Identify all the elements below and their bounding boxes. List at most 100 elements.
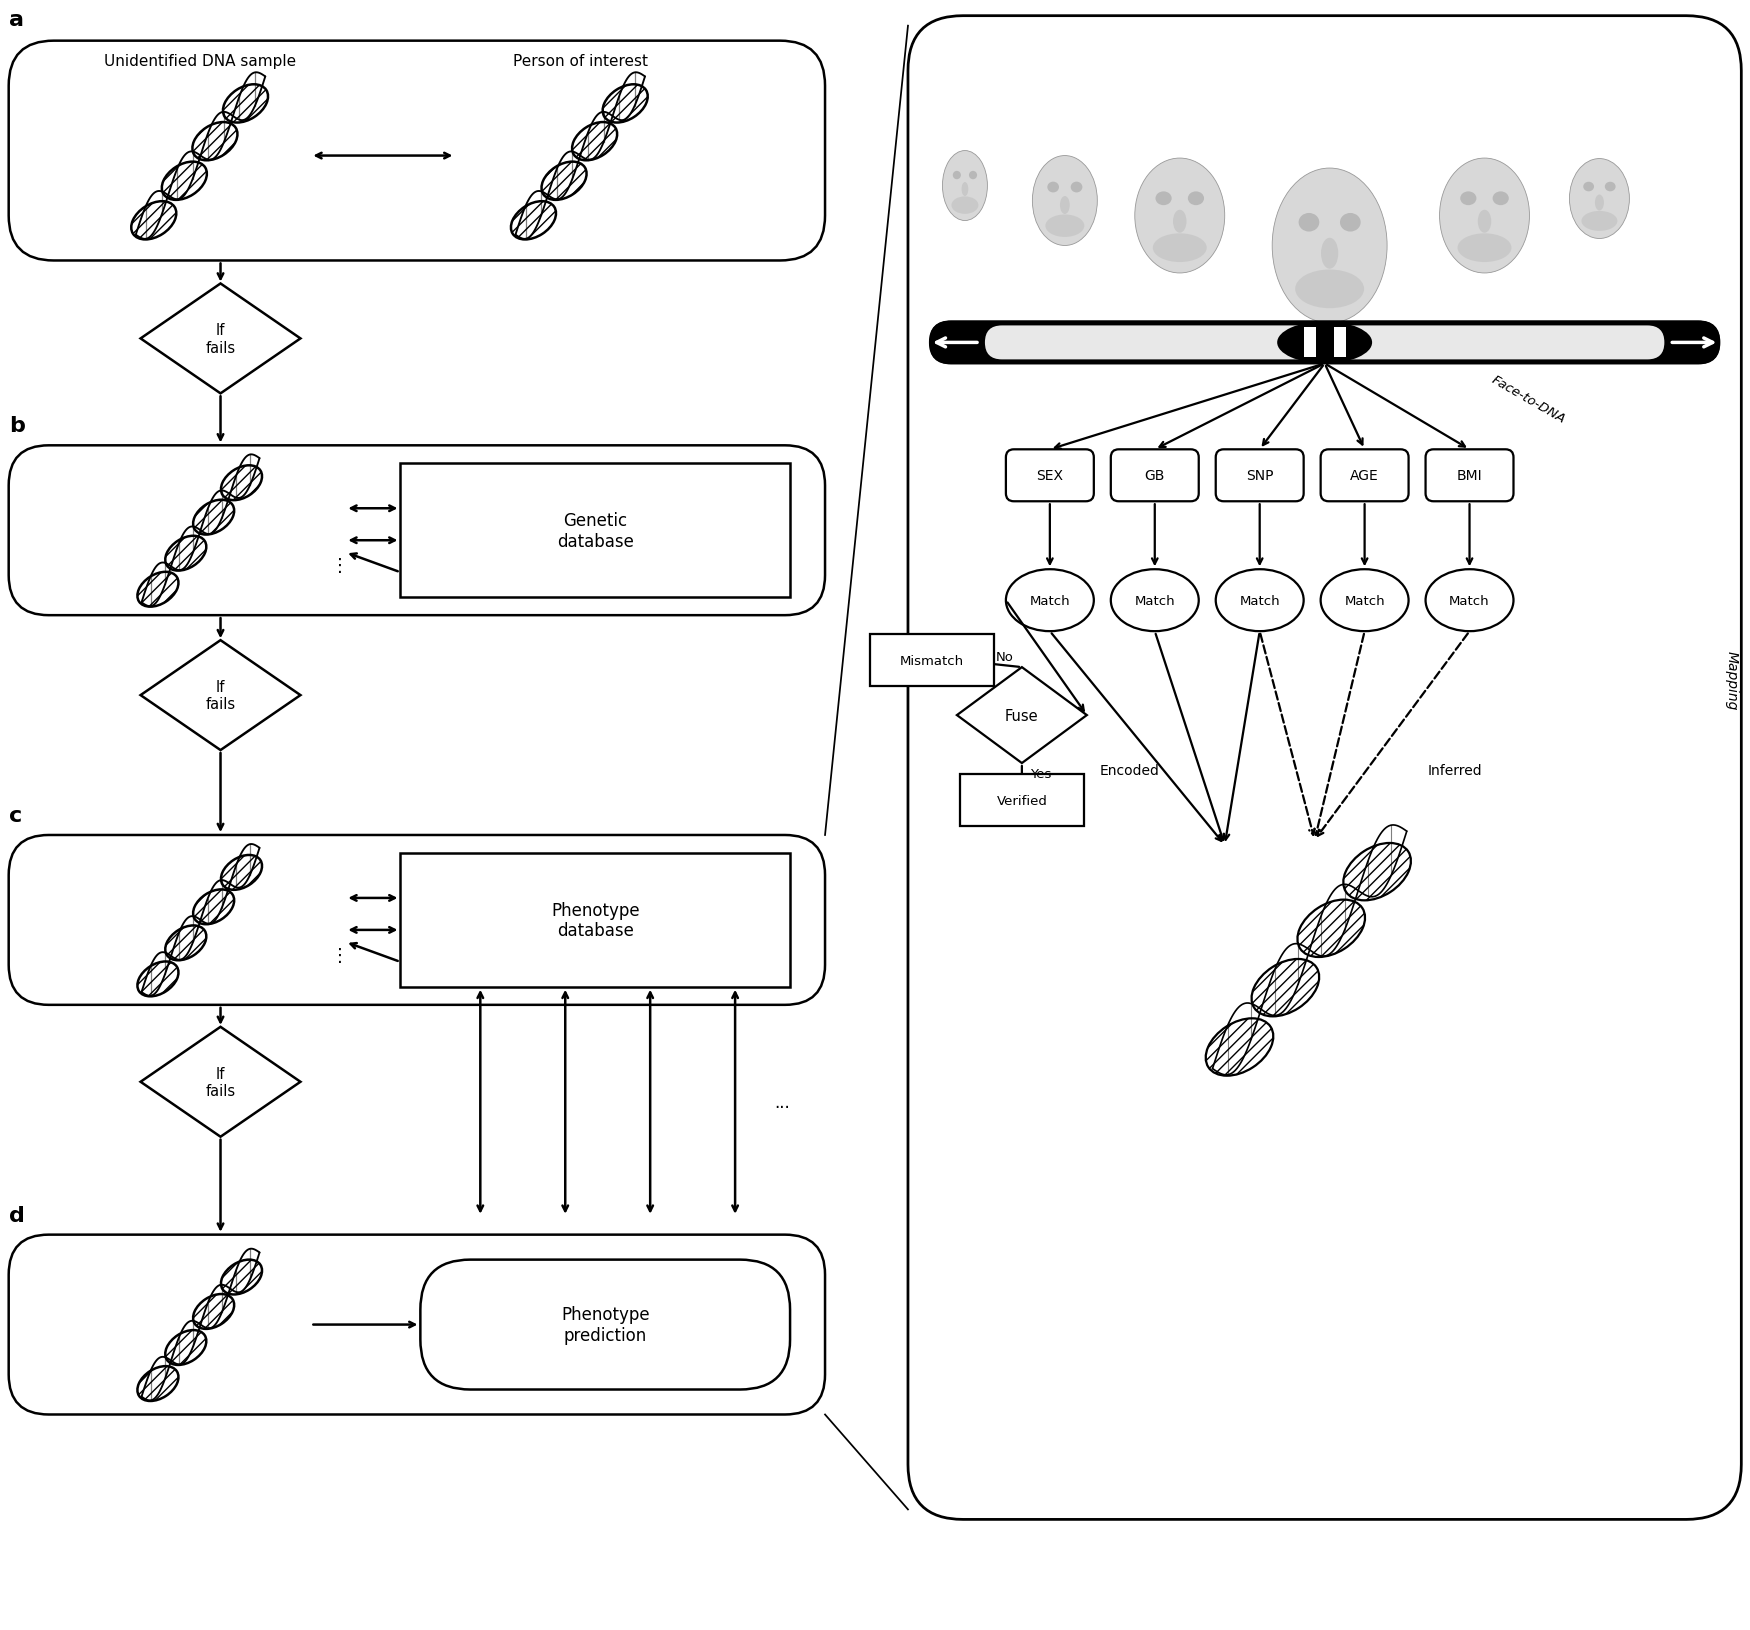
Ellipse shape — [138, 962, 178, 996]
Ellipse shape — [952, 197, 978, 215]
Ellipse shape — [192, 500, 234, 535]
Ellipse shape — [1278, 323, 1372, 363]
Text: Genetic
database: Genetic database — [556, 512, 634, 551]
FancyBboxPatch shape — [1006, 450, 1094, 502]
Bar — [401, 854, 789, 988]
Ellipse shape — [943, 152, 987, 222]
Ellipse shape — [1206, 1019, 1274, 1076]
Text: BMI: BMI — [1456, 469, 1482, 482]
Text: d: d — [9, 1205, 24, 1224]
FancyBboxPatch shape — [9, 42, 824, 261]
FancyBboxPatch shape — [1111, 450, 1199, 502]
FancyBboxPatch shape — [985, 326, 1664, 360]
Ellipse shape — [1071, 183, 1083, 194]
Ellipse shape — [1188, 192, 1204, 205]
Ellipse shape — [1172, 210, 1186, 233]
Text: Inferred: Inferred — [1428, 763, 1482, 778]
Bar — [1304, 328, 1316, 359]
Ellipse shape — [1594, 196, 1605, 212]
Ellipse shape — [1045, 215, 1085, 238]
FancyBboxPatch shape — [9, 1236, 824, 1415]
Ellipse shape — [131, 202, 177, 240]
Text: ⋮: ⋮ — [331, 557, 350, 575]
Text: GB: GB — [1144, 469, 1166, 482]
Ellipse shape — [1272, 170, 1388, 324]
Ellipse shape — [1046, 183, 1059, 194]
Ellipse shape — [961, 183, 968, 197]
Text: Match: Match — [1029, 595, 1071, 608]
Ellipse shape — [1584, 183, 1594, 192]
Bar — [401, 465, 789, 598]
Ellipse shape — [1321, 238, 1339, 269]
FancyBboxPatch shape — [1216, 450, 1304, 502]
Text: SNP: SNP — [1246, 469, 1274, 482]
Ellipse shape — [1006, 570, 1094, 632]
Text: AGE: AGE — [1351, 469, 1379, 482]
Ellipse shape — [1321, 570, 1409, 632]
Ellipse shape — [220, 466, 262, 500]
FancyBboxPatch shape — [1426, 450, 1514, 502]
Polygon shape — [140, 284, 301, 394]
Ellipse shape — [952, 171, 961, 181]
Ellipse shape — [602, 85, 648, 124]
Polygon shape — [957, 668, 1087, 763]
FancyBboxPatch shape — [908, 16, 1741, 1519]
Polygon shape — [140, 1027, 301, 1138]
Ellipse shape — [1426, 570, 1514, 632]
Ellipse shape — [1344, 843, 1410, 901]
Bar — [870, 634, 994, 686]
Ellipse shape — [138, 572, 178, 608]
Ellipse shape — [1493, 192, 1508, 205]
Text: Fuse: Fuse — [1004, 707, 1040, 724]
Ellipse shape — [572, 122, 618, 161]
Ellipse shape — [1605, 183, 1615, 192]
Text: Match: Match — [1239, 595, 1279, 608]
Ellipse shape — [970, 171, 977, 181]
Ellipse shape — [1155, 192, 1172, 205]
Ellipse shape — [1340, 214, 1362, 233]
Ellipse shape — [1153, 235, 1207, 262]
Polygon shape — [140, 641, 301, 750]
Ellipse shape — [138, 1366, 178, 1402]
Text: c: c — [9, 805, 23, 825]
Text: Phenotype
database: Phenotype database — [551, 901, 639, 941]
Text: Match: Match — [1134, 595, 1174, 608]
Text: Yes: Yes — [1031, 768, 1052, 781]
Ellipse shape — [192, 122, 238, 161]
Ellipse shape — [222, 85, 268, 124]
Text: Encoded: Encoded — [1099, 763, 1160, 778]
Ellipse shape — [1297, 900, 1365, 957]
Text: a: a — [9, 10, 24, 29]
Text: Person of interest: Person of interest — [513, 54, 648, 68]
Text: Face-to-DNA: Face-to-DNA — [1489, 373, 1568, 425]
Ellipse shape — [511, 202, 556, 240]
Ellipse shape — [220, 1260, 262, 1294]
Ellipse shape — [1134, 160, 1225, 274]
Ellipse shape — [1477, 210, 1491, 233]
Ellipse shape — [192, 890, 234, 924]
Ellipse shape — [161, 163, 206, 200]
Ellipse shape — [1216, 570, 1304, 632]
Ellipse shape — [220, 856, 262, 890]
Ellipse shape — [164, 926, 206, 960]
Text: Phenotype
prediction: Phenotype prediction — [562, 1306, 649, 1345]
Text: If
fails: If fails — [205, 1066, 236, 1099]
Ellipse shape — [1460, 192, 1477, 205]
Ellipse shape — [541, 163, 586, 200]
FancyBboxPatch shape — [420, 1260, 789, 1390]
Ellipse shape — [164, 1330, 206, 1364]
Text: If
fails: If fails — [205, 680, 236, 712]
Ellipse shape — [1251, 960, 1320, 1017]
Text: Mismatch: Mismatch — [900, 654, 964, 667]
Ellipse shape — [164, 536, 206, 570]
Text: b: b — [9, 416, 24, 437]
Text: Match: Match — [1344, 595, 1384, 608]
Ellipse shape — [192, 1294, 234, 1328]
Bar — [961, 774, 1083, 826]
Text: SEX: SEX — [1036, 469, 1064, 482]
Text: ...: ... — [774, 1094, 789, 1112]
Ellipse shape — [1298, 214, 1320, 233]
Text: If
fails: If fails — [205, 323, 236, 355]
FancyBboxPatch shape — [9, 836, 824, 1006]
Ellipse shape — [1440, 160, 1530, 274]
